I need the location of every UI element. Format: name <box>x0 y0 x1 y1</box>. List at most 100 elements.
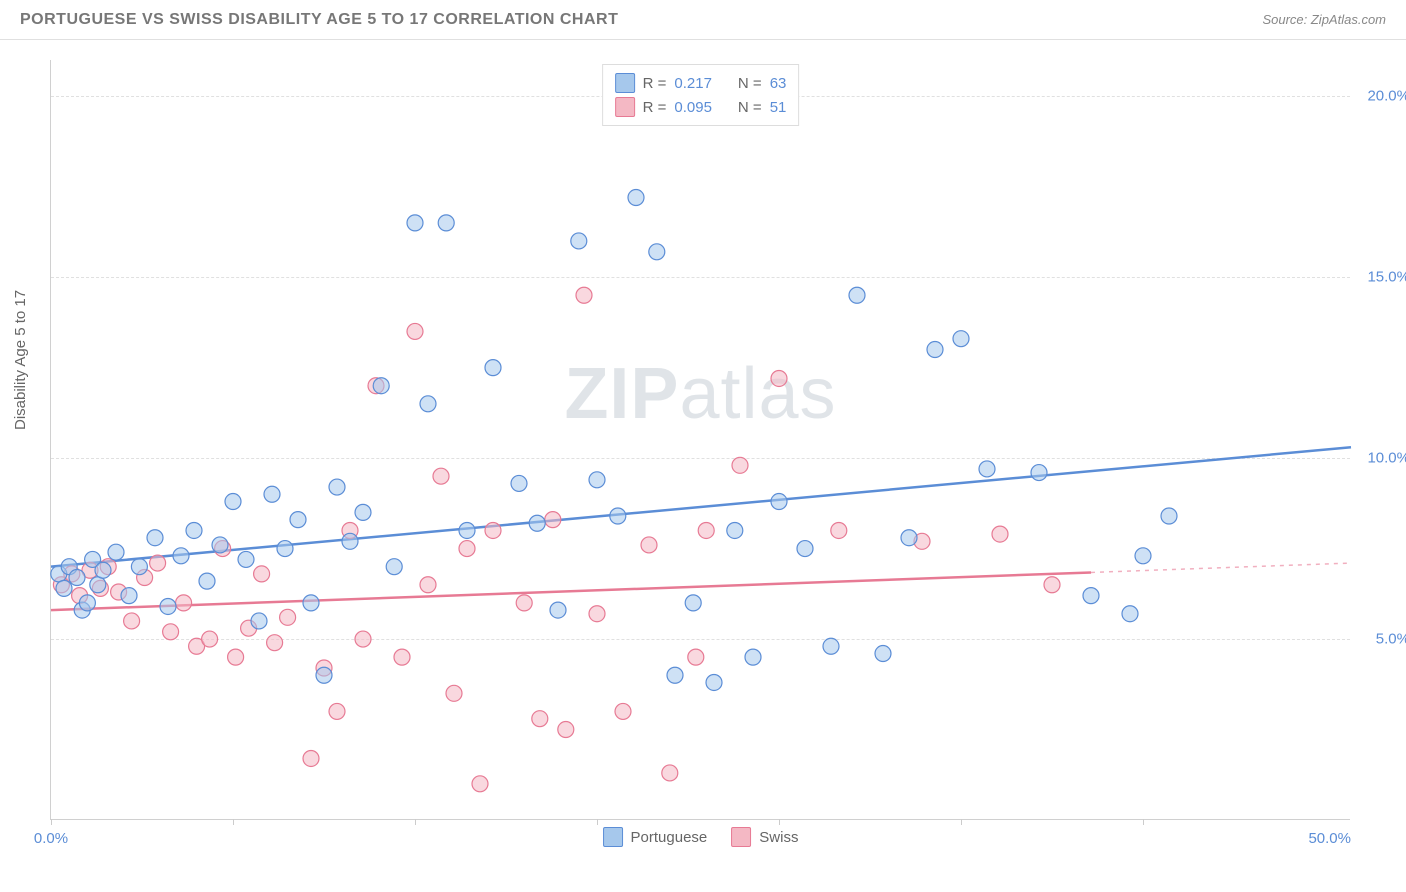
scatter-point-swiss <box>163 624 179 640</box>
legend-label-swiss: Swiss <box>759 829 798 846</box>
y-axis-label: Disability Age 5 to 17 <box>12 290 29 430</box>
n-label: N = <box>738 99 762 116</box>
scatter-point-portuguese <box>121 588 137 604</box>
x-tick <box>1143 819 1144 825</box>
scatter-point-portuguese <box>485 360 501 376</box>
scatter-point-swiss <box>267 635 283 651</box>
scatter-point-swiss <box>831 522 847 538</box>
scatter-point-portuguese <box>95 562 111 578</box>
scatter-point-portuguese <box>108 544 124 560</box>
scatter-point-portuguese <box>56 580 72 596</box>
chart-source: Source: ZipAtlas.com <box>1262 12 1386 27</box>
x-tick <box>51 819 52 825</box>
scatter-point-portuguese <box>953 331 969 347</box>
scatter-point-portuguese <box>342 533 358 549</box>
scatter-point-portuguese <box>79 595 95 611</box>
scatter-point-portuguese <box>550 602 566 618</box>
x-tick <box>415 819 416 825</box>
scatter-point-portuguese <box>927 342 943 358</box>
scatter-point-portuguese <box>225 494 241 510</box>
scatter-point-portuguese <box>727 522 743 538</box>
legend-label-portuguese: Portuguese <box>631 829 708 846</box>
scatter-point-swiss <box>355 631 371 647</box>
scatter-point-portuguese <box>386 559 402 575</box>
scatter-point-swiss <box>732 457 748 473</box>
scatter-point-swiss <box>329 703 345 719</box>
series-legend: Portuguese Swiss <box>603 827 799 847</box>
y-tick-label: 5.0% <box>1360 631 1406 648</box>
scatter-point-portuguese <box>849 287 865 303</box>
scatter-point-portuguese <box>589 472 605 488</box>
scatter-point-swiss <box>202 631 218 647</box>
swatch-portuguese <box>603 827 623 847</box>
scatter-point-portuguese <box>199 573 215 589</box>
scatter-point-portuguese <box>147 530 163 546</box>
scatter-point-portuguese <box>771 494 787 510</box>
scatter-point-portuguese <box>610 508 626 524</box>
scatter-point-portuguese <box>511 475 527 491</box>
r-value-swiss: 0.095 <box>674 99 712 116</box>
scatter-point-portuguese <box>160 598 176 614</box>
scatter-point-portuguese <box>628 190 644 206</box>
x-tick <box>597 819 598 825</box>
scatter-point-swiss <box>280 609 296 625</box>
swatch-swiss <box>731 827 751 847</box>
stats-row-swiss: R = 0.095 N = 51 <box>615 95 787 119</box>
scatter-point-portuguese <box>529 515 545 531</box>
y-tick-label: 15.0% <box>1360 269 1406 286</box>
scatter-point-portuguese <box>316 667 332 683</box>
x-tick <box>779 819 780 825</box>
scatter-point-swiss <box>446 685 462 701</box>
scatter-point-swiss <box>589 606 605 622</box>
scatter-point-swiss <box>228 649 244 665</box>
scatter-point-swiss <box>558 722 574 738</box>
n-value-swiss: 51 <box>770 99 787 116</box>
scatter-point-portuguese <box>373 378 389 394</box>
scatter-point-swiss <box>576 287 592 303</box>
scatter-point-swiss <box>303 750 319 766</box>
scatter-point-portuguese <box>303 595 319 611</box>
scatter-point-portuguese <box>438 215 454 231</box>
scatter-point-swiss <box>532 711 548 727</box>
scatter-point-portuguese <box>407 215 423 231</box>
chart-title: PORTUGUESE VS SWISS DISABILITY AGE 5 TO … <box>20 11 618 29</box>
scatter-point-swiss <box>176 595 192 611</box>
scatter-point-portuguese <box>685 595 701 611</box>
scatter-point-portuguese <box>706 674 722 690</box>
scatter-point-swiss <box>433 468 449 484</box>
scatter-point-portuguese <box>1083 588 1099 604</box>
scatter-point-portuguese <box>901 530 917 546</box>
stats-legend: R = 0.217 N = 63 R = 0.095 N = 51 <box>602 64 800 126</box>
n-label: N = <box>738 75 762 92</box>
swatch-swiss <box>615 97 635 117</box>
scatter-point-swiss <box>545 512 561 528</box>
chart-plot-area: ZIPatlas 5.0%10.0%15.0%20.0% 0.0%50.0% R… <box>50 60 1350 820</box>
scatter-point-portuguese <box>875 646 891 662</box>
swatch-portuguese <box>615 73 635 93</box>
scatter-point-portuguese <box>238 551 254 567</box>
scatter-point-portuguese <box>131 559 147 575</box>
scatter-point-portuguese <box>1031 465 1047 481</box>
scatter-point-swiss <box>394 649 410 665</box>
chart-header: PORTUGUESE VS SWISS DISABILITY AGE 5 TO … <box>0 0 1406 40</box>
r-value-portuguese: 0.217 <box>674 75 712 92</box>
scatter-point-portuguese <box>571 233 587 249</box>
scatter-point-swiss <box>472 776 488 792</box>
scatter-point-portuguese <box>277 541 293 557</box>
scatter-point-swiss <box>698 522 714 538</box>
scatter-point-portuguese <box>264 486 280 502</box>
scatter-point-swiss <box>1044 577 1060 593</box>
scatter-point-portuguese <box>979 461 995 477</box>
scatter-point-portuguese <box>1122 606 1138 622</box>
scatter-point-swiss <box>124 613 140 629</box>
scatter-point-portuguese <box>290 512 306 528</box>
n-value-portuguese: 63 <box>770 75 787 92</box>
scatter-point-swiss <box>516 595 532 611</box>
scatter-point-swiss <box>688 649 704 665</box>
r-label: R = <box>643 75 667 92</box>
scatter-point-swiss <box>615 703 631 719</box>
scatter-point-swiss <box>771 370 787 386</box>
x-tick-label: 0.0% <box>34 830 68 847</box>
scatter-point-portuguese <box>212 537 228 553</box>
scatter-point-portuguese <box>1135 548 1151 564</box>
